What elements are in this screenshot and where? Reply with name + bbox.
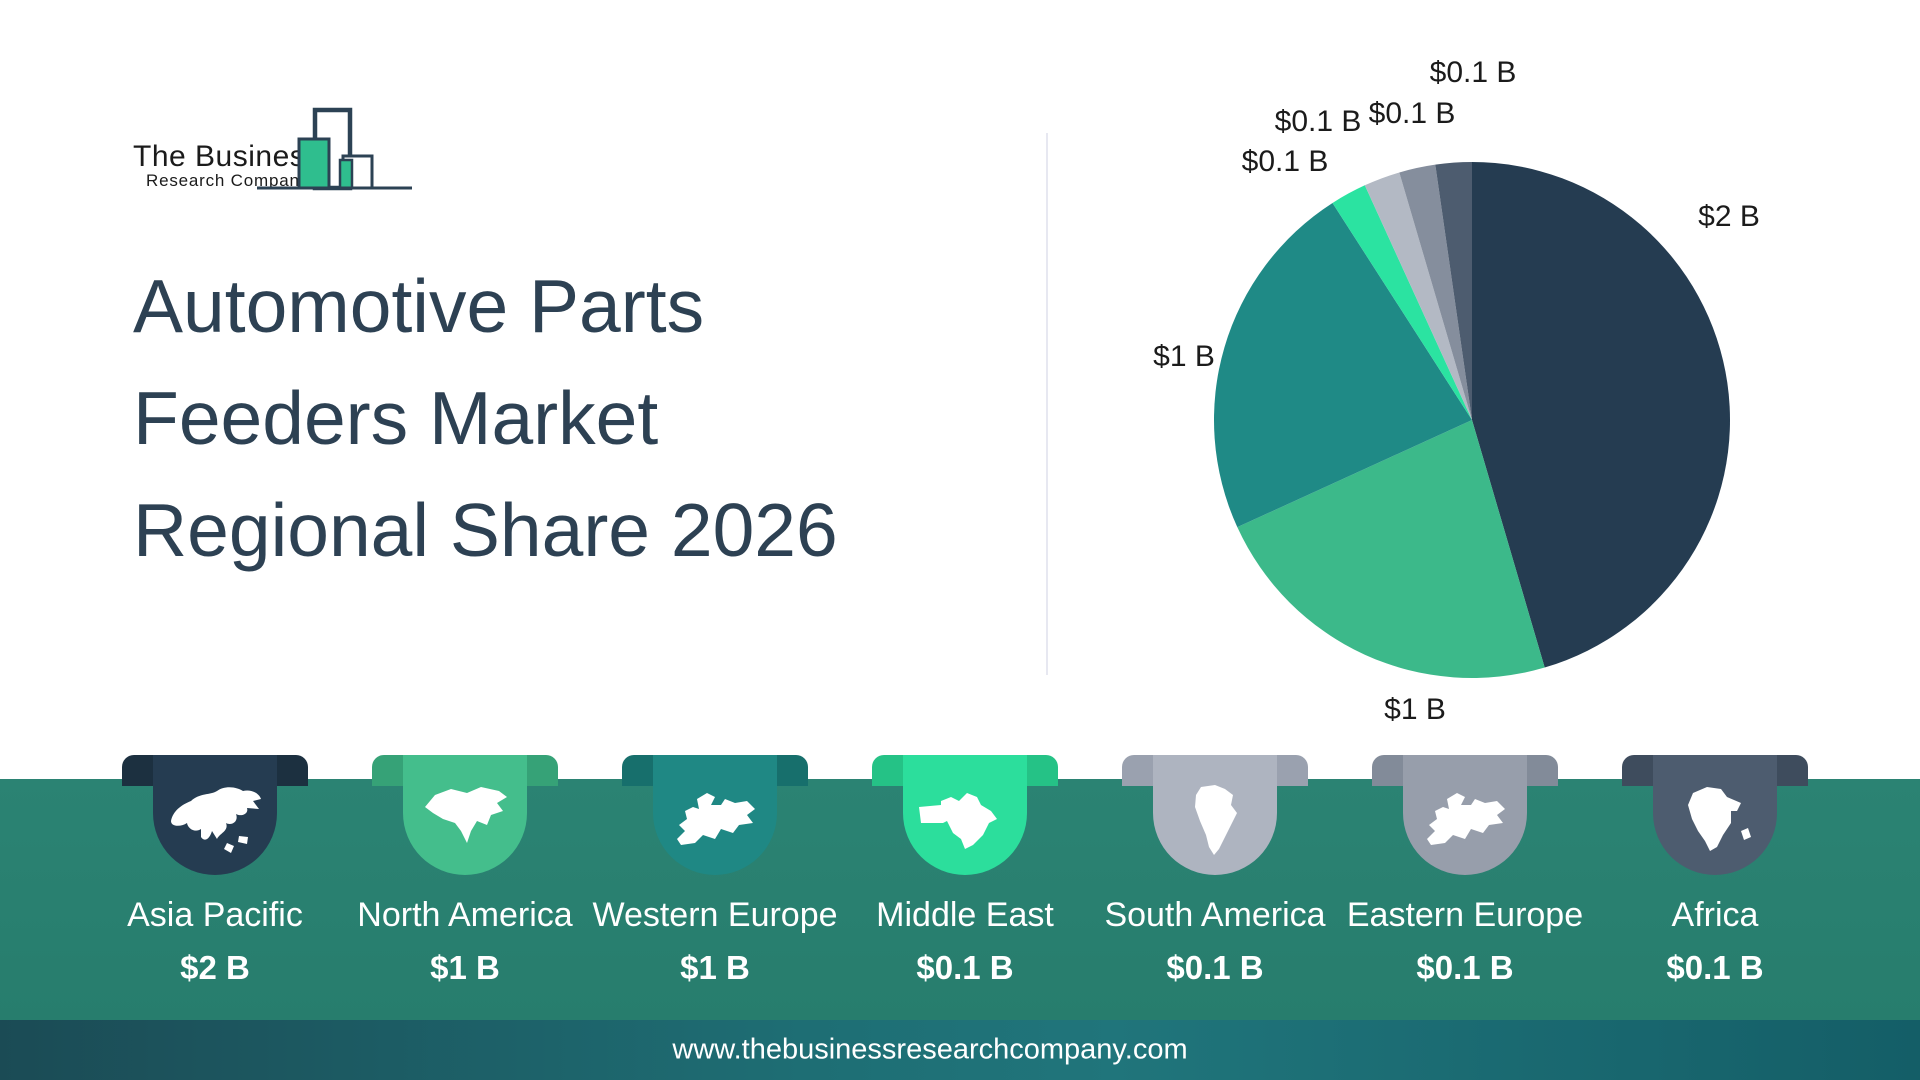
- africa-icon: [1688, 787, 1751, 851]
- region-card-north-america: North America $1 B: [335, 750, 595, 1030]
- region-card-eastern-europe: Eastern Europe $0.1 B: [1335, 750, 1595, 1030]
- bar-chart-logo-icon: [257, 107, 412, 191]
- pie-value-label: $0.1 B: [1429, 56, 1517, 89]
- pie-value-label: $2 B: [1698, 200, 1760, 233]
- ribbon-bookmark: [403, 755, 527, 875]
- region-value: $0.1 B: [1666, 949, 1764, 986]
- region-name: Africa: [1671, 896, 1759, 934]
- website-link[interactable]: www.thebusinessresearchcompany.com: [672, 1033, 1188, 1066]
- europe-icon: [1427, 793, 1505, 845]
- europe-icon: [677, 793, 755, 845]
- region-name: Middle East: [876, 896, 1054, 934]
- region-value: $0.1 B: [1166, 949, 1264, 986]
- region-name: North America: [357, 896, 573, 934]
- page-title-line-3: Regional Share 2026: [133, 488, 838, 572]
- south-america-icon: [1195, 785, 1237, 855]
- ribbon-bookmark: [153, 755, 277, 875]
- pie-slice-south-america: [1364, 172, 1472, 420]
- pie-slice-western-europe: [1213, 202, 1472, 528]
- ribbon-bookmark: [653, 755, 777, 875]
- logo-text-secondary: Research Company: [146, 171, 310, 190]
- page-title-line-1: Automotive Parts: [133, 264, 705, 348]
- region-card-south-america: South America $0.1 B: [1085, 750, 1345, 1030]
- pie-value-label: $0.1 B: [1274, 105, 1362, 138]
- region-card-asia-pacific: Asia Pacific $2 B: [85, 750, 345, 1030]
- north-america-icon: [425, 787, 507, 843]
- region-card-middle-east: Middle East $0.1 B: [835, 750, 1095, 1030]
- region-name: Eastern Europe: [1346, 896, 1584, 934]
- logo-text-primary: The Business: [133, 140, 321, 173]
- region-card-africa: Africa $0.1 B: [1585, 750, 1845, 1030]
- pie-slice-eastern-europe: [1399, 164, 1472, 420]
- region-value: $1 B: [680, 949, 750, 986]
- pie-value-label: $0.1 B: [1368, 97, 1456, 130]
- ribbon-bookmark: [903, 755, 1027, 875]
- middle-east-icon: [919, 793, 997, 849]
- region-value: $2 B: [180, 949, 250, 986]
- page-title-line-2: Feeders Market: [133, 376, 659, 460]
- vertical-divider: [1046, 133, 1048, 675]
- region-name: Asia Pacific: [127, 896, 303, 934]
- region-value: $0.1 B: [1416, 949, 1514, 986]
- ribbon-bookmark: [1653, 755, 1777, 875]
- region-name: South America: [1104, 896, 1326, 934]
- asia-icon: [171, 787, 261, 853]
- footer-bar: www.thebusinessresearchcompany.com: [0, 1020, 1920, 1080]
- pie-slice-africa: [1435, 162, 1472, 420]
- pie-slice-asia-pacific: [1472, 162, 1731, 668]
- region-name: Western Europe: [592, 896, 838, 934]
- ribbon-bookmark: [1153, 755, 1277, 875]
- page-title: Automotive Parts Feeders Market Regional…: [133, 250, 838, 586]
- pie-slice-north-america: [1237, 420, 1545, 679]
- pie-value-label: $0.1 B: [1241, 145, 1329, 178]
- pie-chart: [1213, 162, 1731, 679]
- region-card-western-europe: Western Europe $1 B: [585, 750, 845, 1030]
- pie-value-label: $1 B: [1384, 693, 1446, 726]
- ribbon-bookmark: [1403, 755, 1527, 875]
- region-value: $1 B: [430, 949, 500, 986]
- pie-slice-middle-east: [1332, 185, 1472, 420]
- region-value: $0.1 B: [916, 949, 1014, 986]
- pie-value-label: $1 B: [1153, 340, 1215, 373]
